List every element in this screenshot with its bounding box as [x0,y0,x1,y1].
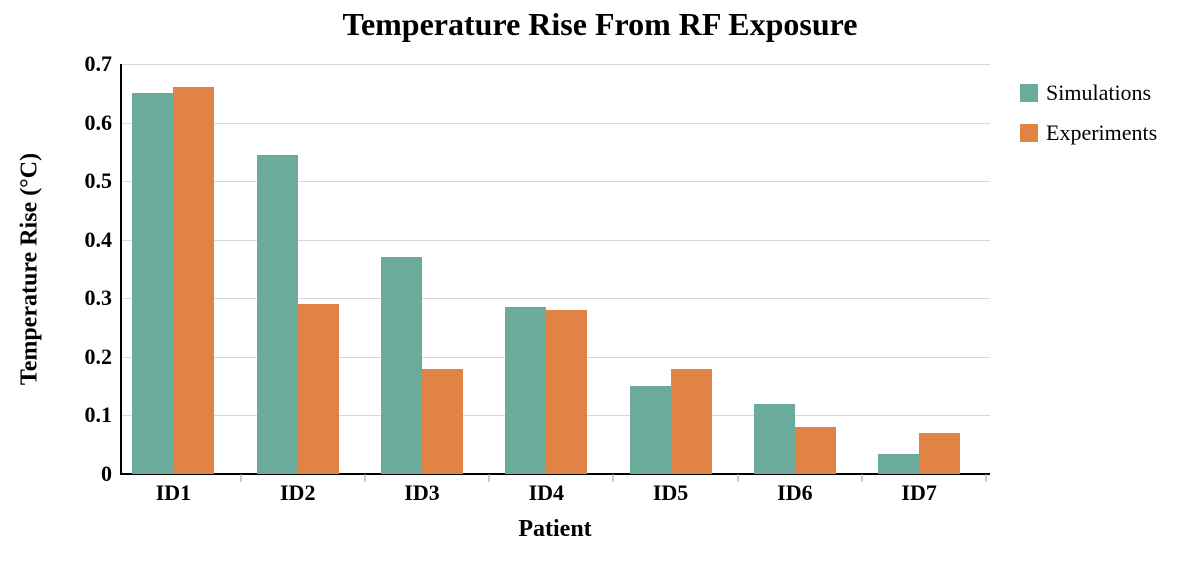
y-tick-label: 0.2 [85,344,113,370]
bar [381,257,422,474]
bar [257,155,298,474]
grid-line [120,181,990,182]
x-tick-mark [489,474,490,482]
bar [919,433,960,474]
y-tick-label: 0.3 [85,285,113,311]
legend-swatch [1020,124,1038,142]
bar [298,304,339,474]
bar [422,369,463,474]
legend-swatch [1020,84,1038,102]
x-tick-label: ID5 [653,480,688,506]
bar [505,307,546,474]
x-tick-label: ID1 [156,480,191,506]
x-axis-label: Patient [518,516,591,543]
bar [546,310,587,474]
plot-area: ID1ID2ID3ID4ID5ID6ID7 [120,64,990,474]
x-tick-label: ID3 [404,480,439,506]
y-tick-label: 0.4 [85,227,113,253]
bar [754,404,795,474]
grid-line [120,64,990,65]
legend: Simulations Experiments [1020,80,1157,160]
grid-line [120,298,990,299]
legend-item: Simulations [1020,80,1157,106]
y-tick-label: 0.7 [85,51,113,77]
bar [795,427,836,474]
grid-line [120,123,990,124]
x-tick-mark [861,474,862,482]
x-tick-label: ID6 [777,480,812,506]
x-tick-mark [613,474,614,482]
chart-title: Temperature Rise From RF Exposure [0,6,1200,43]
x-tick-label: ID7 [901,480,936,506]
y-axis [120,64,122,474]
x-tick-mark [986,474,987,482]
x-tick-mark [240,474,241,482]
bar [630,386,671,474]
legend-label: Experiments [1046,120,1157,146]
bar [878,454,919,475]
chart-container: Temperature Rise From RF Exposure Temper… [0,0,1200,574]
bar [132,93,173,474]
y-tick-label: 0.6 [85,110,113,136]
y-axis-label: Temperature Rise (°C) [17,153,44,385]
x-tick-mark [737,474,738,482]
bar [671,369,712,474]
y-tick-label: 0 [101,461,112,487]
x-tick-label: ID4 [529,480,564,506]
bar [173,87,214,474]
x-tick-label: ID2 [280,480,315,506]
legend-label: Simulations [1046,80,1151,106]
x-tick-mark [364,474,365,482]
y-tick-label: 0.1 [85,402,113,428]
y-tick-label: 0.5 [85,168,113,194]
grid-line [120,240,990,241]
legend-item: Experiments [1020,120,1157,146]
